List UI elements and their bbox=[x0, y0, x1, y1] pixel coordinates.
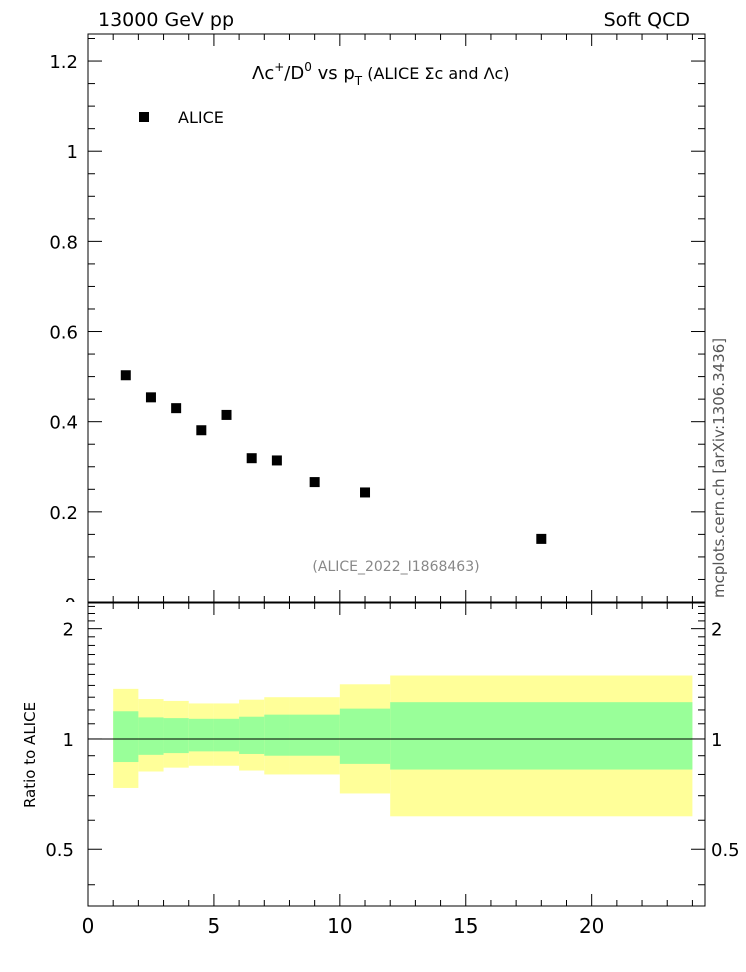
ratio-uncertainty-bands bbox=[113, 675, 693, 817]
ratio-inner-band bbox=[188, 718, 214, 752]
main-title: Λc+/D0 vs pT (ALICE Σc and Λc) bbox=[252, 60, 510, 88]
x-tick-label: 10 bbox=[327, 914, 352, 938]
x-tick-label: 20 bbox=[579, 914, 604, 938]
ratio-y-tick-label-left: 1 bbox=[63, 730, 74, 751]
ratio-y-tick-label-right: 1 bbox=[711, 730, 722, 751]
ratio-inner-band bbox=[163, 718, 189, 754]
main-y-tick-label: 0.8 bbox=[49, 232, 78, 253]
ratio-inner-band bbox=[339, 708, 391, 764]
x-tick-label: 0 bbox=[82, 914, 95, 938]
title-lambda: Λc bbox=[252, 63, 274, 84]
y-zero-label-clip: 0 bbox=[65, 595, 76, 616]
ratio-y-tick-label-right: 0.5 bbox=[711, 840, 740, 861]
legend-marker bbox=[139, 112, 149, 122]
title-vs: vs p bbox=[312, 63, 355, 84]
ratio-panel: 0.5 0.51 12 20 5 10 15 20 Ratio to ALICE bbox=[21, 602, 740, 938]
main-y-tick-label: 0.4 bbox=[49, 413, 78, 434]
title-sup-plus: + bbox=[274, 60, 284, 74]
main-y-tick-label: 1 bbox=[67, 142, 78, 163]
energy-label: 13000 GeV pp bbox=[98, 9, 234, 31]
ratio-y-tick-label-left: 2 bbox=[63, 620, 74, 641]
title-ratio: /D bbox=[284, 63, 304, 84]
ratio-y-tick-label-left: 0.5 bbox=[45, 840, 74, 861]
x-tick-label: 15 bbox=[453, 914, 478, 938]
ratio-plot-frame bbox=[87, 602, 706, 907]
source-watermark: (ALICE_2022_I1868463) bbox=[312, 559, 479, 575]
main-axis-ticks: 0.2 0.4 0.6 0.8 1 1.2 bbox=[49, 34, 705, 602]
ratio-inner-band bbox=[264, 714, 290, 756]
data-point bbox=[196, 425, 207, 436]
data-point bbox=[221, 409, 232, 420]
main-plot-frame bbox=[87, 33, 706, 603]
side-label: mcplots.cern.ch [arXiv:1306.3436] bbox=[710, 338, 728, 598]
main-data-points bbox=[120, 370, 547, 544]
main-y-tick-label: 0.6 bbox=[49, 323, 78, 344]
main-y-tick-label: 0.2 bbox=[49, 503, 78, 524]
ratio-y-tick-label-right: 2 bbox=[711, 620, 722, 641]
title-tail: (ALICE Σc and Λc) bbox=[362, 64, 509, 83]
y-zero-label: 0 bbox=[65, 595, 76, 616]
ratio-inner-band bbox=[113, 711, 139, 763]
ratio-inner-band bbox=[289, 714, 340, 756]
title-sup-zero: 0 bbox=[304, 60, 312, 74]
process-label: Soft QCD bbox=[604, 9, 690, 31]
ratio-ylabel: Ratio to ALICE bbox=[21, 702, 39, 808]
x-tick-label: 5 bbox=[208, 914, 221, 938]
data-point bbox=[360, 487, 371, 498]
data-point bbox=[536, 533, 547, 544]
data-point bbox=[171, 403, 182, 414]
data-point bbox=[309, 477, 320, 488]
main-panel: 0.20.40.60.811.2 Λc+/D0 vs pT (ALICE Σc … bbox=[49, 33, 706, 616]
data-point bbox=[145, 392, 156, 403]
data-point bbox=[271, 455, 282, 466]
legend-label: ALICE bbox=[178, 108, 224, 127]
title-sub-t: T bbox=[354, 74, 363, 88]
main-y-tick-label: 1.2 bbox=[49, 52, 78, 73]
ratio-inner-band bbox=[390, 702, 693, 770]
ratio-inner-band bbox=[239, 716, 265, 754]
ratio-inner-band bbox=[213, 718, 240, 752]
data-point bbox=[120, 370, 131, 381]
ratio-inner-band bbox=[138, 717, 164, 755]
ratio-axis-ticks: 0.5 0.51 12 20 5 10 15 20 bbox=[45, 603, 740, 938]
data-point bbox=[246, 453, 257, 464]
